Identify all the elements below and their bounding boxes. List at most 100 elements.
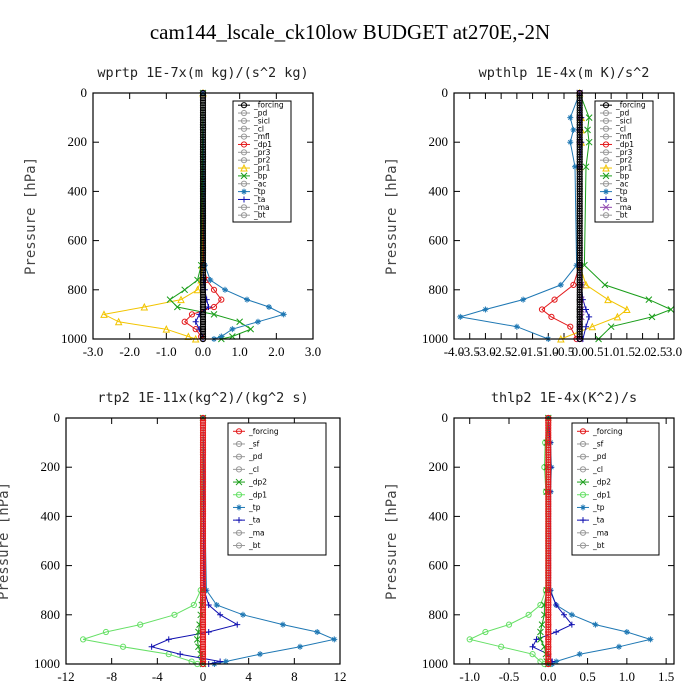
- x-tick-label: 1.0: [232, 344, 248, 359]
- series-pr1: [100, 88, 207, 343]
- data-point: [213, 601, 220, 608]
- data-point: [537, 601, 544, 609]
- data-point: [553, 658, 560, 665]
- data-point: [553, 629, 560, 636]
- data-point: [583, 323, 589, 330]
- legend-label: _ma: [248, 528, 265, 537]
- x-tick-label: 2.0: [268, 344, 284, 359]
- legend-label: _ac: [615, 179, 628, 188]
- legend-label: _ta: [253, 195, 265, 204]
- data-point: [218, 333, 225, 340]
- data-point: [533, 636, 540, 643]
- legend-label: _pr2: [615, 156, 633, 165]
- data-point: [548, 313, 555, 320]
- data-point: [623, 305, 631, 313]
- data-point: [210, 286, 218, 293]
- data-point: [229, 326, 236, 333]
- data-point: [173, 303, 181, 311]
- data-point: [616, 643, 622, 650]
- data-point: [177, 651, 184, 658]
- panel-title: rtp2 1E-11x(kg^2)/(kg^2 s): [97, 390, 308, 406]
- legend-marker: [579, 491, 587, 498]
- y-tick-label: 800: [429, 282, 449, 297]
- x-tick-label: -4: [152, 669, 163, 684]
- data-point: [331, 636, 338, 643]
- y-tick-label: 0: [442, 85, 449, 100]
- legend: _forcing _sf _pd _cl _dp2 _dp1 _tp _ta _ma _bt: [227, 422, 327, 556]
- data-point: [582, 280, 590, 289]
- data-point: [165, 636, 172, 643]
- y-tick-label: 600: [68, 233, 88, 248]
- legend-label: _ma: [253, 203, 270, 212]
- legend-label: _dp1: [592, 490, 611, 499]
- data-point: [513, 323, 520, 330]
- legend-marker: [602, 157, 610, 164]
- legend-marker: [236, 504, 242, 511]
- data-point: [247, 325, 255, 333]
- data-point: [114, 317, 123, 326]
- series-line: [150, 417, 239, 665]
- y-tick-label: 600: [429, 233, 449, 248]
- legend-label: _tp: [615, 187, 628, 196]
- y-tick-label: 800: [68, 282, 88, 297]
- legend-marker: [603, 196, 609, 203]
- x-tick-label: -2.0: [119, 344, 140, 359]
- series-forcing: [199, 89, 207, 343]
- legend-label: _forcing: [592, 427, 623, 436]
- x-tick-label: 0.0: [572, 344, 588, 359]
- data-point: [667, 306, 675, 313]
- data-point: [205, 601, 212, 608]
- x-tick-label: -4.0: [444, 344, 465, 359]
- panel-title: thlp2 1E-4x(K^2)/s: [491, 390, 637, 406]
- legend: _forcing_pd_sicl_cl_mfl_dp1_pr3_pr2_pr1_…: [232, 100, 292, 223]
- data-point: [482, 306, 489, 313]
- legend-label: _mfl: [615, 132, 632, 141]
- data-point: [572, 163, 578, 170]
- legend-marker: [602, 172, 610, 180]
- data-point: [297, 643, 304, 650]
- data-point: [257, 651, 264, 658]
- y-tick-label: 400: [429, 508, 449, 523]
- x-tick-label: -2.0: [507, 344, 528, 359]
- x-tick-label: 0.0: [540, 669, 556, 684]
- legend-label: _ac: [253, 179, 266, 188]
- data-point: [171, 611, 178, 618]
- x-tick-label: -1.0: [538, 344, 559, 359]
- data-point: [588, 322, 597, 331]
- y-tick-label: 200: [429, 459, 449, 474]
- x-tick-label: -3.0: [475, 344, 496, 359]
- legend-marker: [579, 428, 587, 435]
- y-axis-label: Pressure [hPa]: [384, 482, 400, 600]
- legend-marker: [240, 109, 248, 117]
- panel-4: thlp2 1E-4x(K^2)/s Pressure [hPa] -1.0 -0.5…: [384, 390, 675, 684]
- data-point: [623, 629, 630, 636]
- legend-label: _pd: [248, 452, 263, 461]
- y-axis-label: Pressure [hPa]: [23, 157, 39, 275]
- panel-title: wprtp 1E-7x(m kg)/(s^2 kg): [97, 65, 308, 81]
- legend-label: _pd: [253, 109, 268, 118]
- legend-marker: [240, 149, 248, 156]
- legend-label: _sf: [248, 439, 260, 448]
- legend-label: _bp: [615, 171, 630, 180]
- legend-marker: [579, 466, 587, 473]
- y-tick-label: 200: [429, 134, 449, 149]
- data-point: [457, 313, 464, 320]
- legend-marker: [240, 133, 248, 140]
- data-point: [218, 296, 225, 303]
- legend-label: _dp1: [615, 140, 634, 149]
- x-tick-label: 0.0: [195, 344, 211, 359]
- x-tick-label: -0.5: [499, 669, 520, 684]
- data-point: [162, 325, 171, 333]
- series-tp: [457, 90, 583, 342]
- figure-title: cam144_lscale_ck10low BUDGET at270E,-2N: [149, 20, 551, 44]
- y-tick-label: 600: [429, 558, 449, 573]
- legend-marker: [240, 212, 248, 219]
- data-point: [205, 629, 212, 636]
- data-point: [613, 312, 622, 321]
- series-ta: [148, 415, 241, 667]
- data-point: [538, 621, 546, 628]
- y-tick-label: 200: [41, 459, 61, 474]
- x-tick-label: -3.0: [83, 344, 104, 359]
